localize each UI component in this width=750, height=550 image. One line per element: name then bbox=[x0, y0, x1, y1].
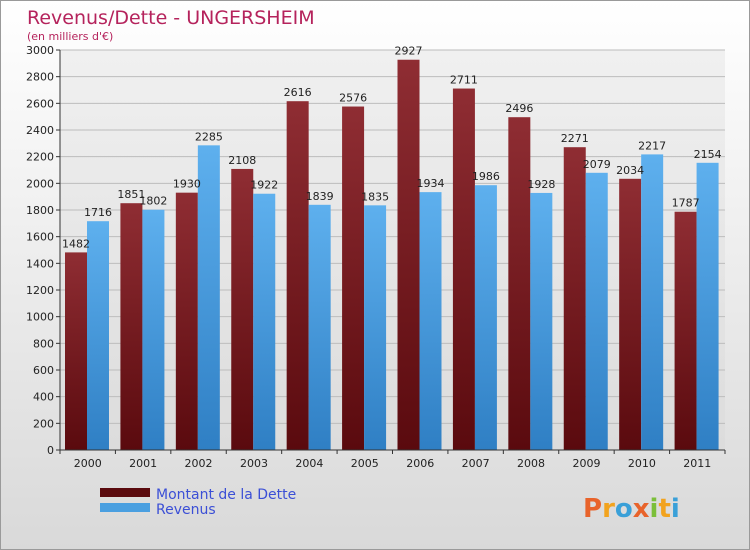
legend: Montant de la Dette Revenus bbox=[100, 487, 296, 518]
bar-debt-2006 bbox=[397, 59, 420, 450]
legend-swatch-debt bbox=[100, 488, 150, 497]
bar-debt-2011 bbox=[674, 211, 697, 450]
y-tick-label: 2600 bbox=[26, 97, 54, 110]
bar-revenue-2001 bbox=[142, 209, 165, 450]
x-tick-label: 2003 bbox=[240, 457, 268, 470]
legend-swatch-revenue bbox=[100, 503, 150, 512]
x-tick-label: 2005 bbox=[351, 457, 379, 470]
bar-debt-2004 bbox=[286, 101, 309, 450]
bar-revenue-2005 bbox=[364, 205, 387, 450]
value-label-revenue-2007: 1986 bbox=[472, 170, 500, 183]
bar-revenue-2004 bbox=[308, 204, 331, 450]
bar-debt-2002 bbox=[175, 192, 198, 450]
value-label-debt-2001: 1851 bbox=[117, 188, 145, 201]
y-tick-label: 1600 bbox=[26, 231, 54, 244]
x-tick-label: 2010 bbox=[628, 457, 656, 470]
value-label-debt-2000: 1482 bbox=[62, 237, 90, 250]
value-label-revenue-2000: 1716 bbox=[84, 206, 112, 219]
bar-revenue-2011 bbox=[696, 162, 719, 451]
grid-lines bbox=[56, 49, 725, 451]
value-label-revenue-2009: 2079 bbox=[583, 158, 611, 171]
y-tick-label: 2400 bbox=[26, 124, 54, 137]
y-tick-label: 1400 bbox=[26, 257, 54, 270]
bar-revenue-2008 bbox=[530, 192, 553, 450]
bar-revenue-2000 bbox=[87, 221, 109, 450]
value-label-debt-2006: 2927 bbox=[395, 45, 423, 58]
x-tick-label: 2002 bbox=[185, 457, 213, 470]
logo-text: Proxiti bbox=[583, 494, 680, 524]
value-label-debt-2004: 2616 bbox=[284, 86, 312, 99]
y-tick-label: 3000 bbox=[26, 44, 54, 57]
y-tick-label: 400 bbox=[33, 391, 54, 404]
value-label-debt-2009: 2271 bbox=[561, 132, 589, 145]
x-tick-label: 2000 bbox=[74, 457, 102, 470]
bar-revenue-2006 bbox=[419, 192, 442, 450]
bar-revenue-2002 bbox=[197, 145, 220, 451]
bar-debt-2001 bbox=[120, 203, 143, 450]
y-tick-label: 2000 bbox=[26, 177, 54, 190]
bar-debt-2009 bbox=[563, 147, 586, 450]
bar-debt-2003 bbox=[231, 168, 254, 450]
bar-revenue-2003 bbox=[253, 193, 276, 450]
x-tick-label: 2001 bbox=[129, 457, 157, 470]
y-tick-label: 1200 bbox=[26, 284, 54, 297]
x-tick-label: 2009 bbox=[572, 457, 600, 470]
legend-label-revenue: Revenus bbox=[156, 502, 216, 518]
bar-revenue-2009 bbox=[585, 172, 608, 451]
y-tick-labels-group: 0 200 400 600 800 1000 1200 1400 1600 1800 2000 220… bbox=[26, 44, 54, 457]
value-label-revenue-2003: 1922 bbox=[250, 179, 278, 192]
bar-debt-2008 bbox=[508, 117, 531, 450]
value-label-debt-2007: 2711 bbox=[450, 74, 478, 87]
value-label-revenue-2001: 1802 bbox=[139, 195, 167, 208]
legend-label-debt: Montant de la Dette bbox=[156, 487, 296, 503]
y-tick-label: 1000 bbox=[26, 311, 54, 324]
x-tick-labels-group: 2000 2001 2002 2003 2004 2005 2006 2007 2008 2009… bbox=[59, 450, 726, 470]
bar-debt-2000 bbox=[65, 252, 87, 450]
y-tick-label: 2800 bbox=[26, 71, 54, 84]
value-label-revenue-2006: 1934 bbox=[417, 177, 445, 190]
bar-debt-2007 bbox=[452, 88, 475, 451]
bars-group bbox=[65, 59, 719, 451]
value-label-revenue-2005: 1835 bbox=[361, 190, 389, 203]
value-label-revenue-2002: 2285 bbox=[195, 130, 223, 143]
value-label-revenue-2010: 2217 bbox=[638, 139, 666, 152]
bar-debt-2010 bbox=[619, 178, 642, 451]
x-tick-label: 2007 bbox=[462, 457, 490, 470]
bar-revenue-2010 bbox=[641, 154, 664, 450]
value-label-revenue-2011: 2154 bbox=[694, 148, 722, 161]
value-label-debt-2002: 1930 bbox=[173, 178, 201, 191]
chart-title: Revenus/Dette - UNGERSHEIM bbox=[27, 7, 315, 29]
y-tick-label: 800 bbox=[33, 337, 54, 350]
value-label-debt-2005: 2576 bbox=[339, 92, 367, 105]
value-label-debt-2011: 1787 bbox=[672, 197, 700, 210]
y-tick-label: 2200 bbox=[26, 151, 54, 164]
proxiti-logo: Proxiti bbox=[583, 494, 680, 524]
x-tick-label: 2008 bbox=[517, 457, 545, 470]
y-tick-label: 1800 bbox=[26, 204, 54, 217]
value-label-debt-2010: 2034 bbox=[616, 164, 644, 177]
value-label-debt-2003: 2108 bbox=[228, 154, 256, 167]
y-tick-label: 600 bbox=[33, 364, 54, 377]
bar-revenue-2007 bbox=[474, 185, 497, 450]
bar-debt-2005 bbox=[342, 106, 365, 451]
plot-area bbox=[60, 50, 725, 450]
x-tick-label: 2004 bbox=[295, 457, 323, 470]
x-tick-label: 2011 bbox=[683, 457, 711, 470]
y-tick-label: 200 bbox=[33, 417, 54, 430]
chart-subtitle: (en milliers d'€) bbox=[27, 30, 113, 43]
value-label-revenue-2008: 1928 bbox=[527, 178, 555, 191]
value-label-revenue-2004: 1839 bbox=[306, 190, 334, 203]
y-tick-label: 0 bbox=[47, 444, 54, 457]
x-tick-label: 2006 bbox=[406, 457, 434, 470]
value-label-debt-2008: 2496 bbox=[505, 102, 533, 115]
